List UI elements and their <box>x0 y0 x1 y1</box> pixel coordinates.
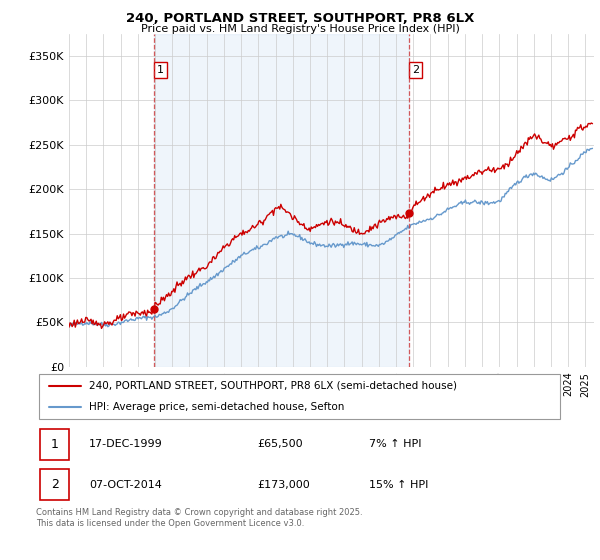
FancyBboxPatch shape <box>40 469 69 500</box>
Text: 2: 2 <box>412 66 419 75</box>
Text: 240, PORTLAND STREET, SOUTHPORT, PR8 6LX (semi-detached house): 240, PORTLAND STREET, SOUTHPORT, PR8 6LX… <box>89 381 457 391</box>
Text: 15% ↑ HPI: 15% ↑ HPI <box>368 480 428 490</box>
FancyBboxPatch shape <box>38 374 560 419</box>
Text: 17-DEC-1999: 17-DEC-1999 <box>89 439 163 449</box>
FancyBboxPatch shape <box>40 429 69 460</box>
Text: £173,000: £173,000 <box>258 480 311 490</box>
Text: £65,500: £65,500 <box>258 439 304 449</box>
Text: Contains HM Land Registry data © Crown copyright and database right 2025.
This d: Contains HM Land Registry data © Crown c… <box>36 508 362 528</box>
Text: 07-OCT-2014: 07-OCT-2014 <box>89 480 161 490</box>
Text: 2: 2 <box>51 478 59 491</box>
Text: 240, PORTLAND STREET, SOUTHPORT, PR8 6LX: 240, PORTLAND STREET, SOUTHPORT, PR8 6LX <box>126 12 474 25</box>
Text: 7% ↑ HPI: 7% ↑ HPI <box>368 439 421 449</box>
Text: Price paid vs. HM Land Registry's House Price Index (HPI): Price paid vs. HM Land Registry's House … <box>140 24 460 34</box>
Text: 1: 1 <box>157 66 164 75</box>
Bar <box>154 34 409 367</box>
Text: 1: 1 <box>51 438 59 451</box>
Text: HPI: Average price, semi-detached house, Sefton: HPI: Average price, semi-detached house,… <box>89 402 344 412</box>
